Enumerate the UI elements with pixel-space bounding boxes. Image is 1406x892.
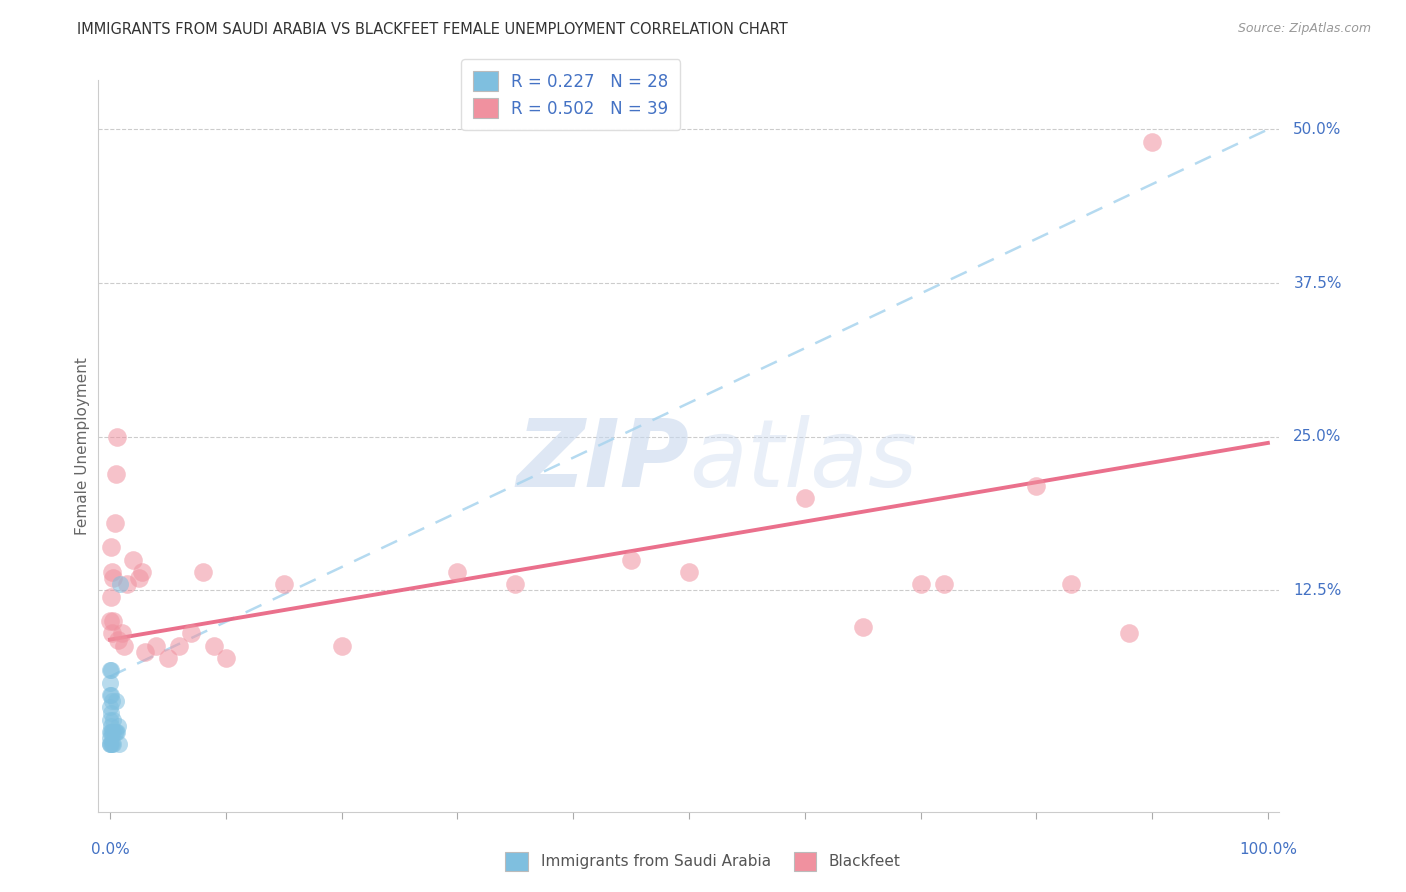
Point — [103, 571, 125, 585]
Point — [128, 571, 150, 585]
Text: Source: ZipAtlas.com: Source: ZipAtlas.com — [1237, 22, 1371, 36]
Point — [104, 724, 127, 739]
Point — [103, 713, 125, 727]
Text: atlas: atlas — [689, 415, 917, 506]
Point — [98, 700, 121, 714]
Point — [202, 639, 225, 653]
Point — [910, 577, 932, 591]
Point — [98, 713, 121, 727]
Point — [98, 614, 121, 628]
Point — [98, 737, 121, 751]
Point — [134, 645, 156, 659]
Point — [105, 724, 128, 739]
Point — [103, 614, 125, 628]
Point — [112, 639, 135, 653]
Point — [103, 724, 125, 739]
Point — [98, 688, 121, 702]
Text: 12.5%: 12.5% — [1294, 583, 1341, 598]
Point — [852, 620, 875, 634]
Point — [620, 552, 643, 566]
Point — [101, 724, 124, 739]
Point — [678, 565, 700, 579]
Point — [100, 688, 122, 702]
Point — [156, 651, 179, 665]
Point — [793, 491, 815, 506]
Point — [104, 724, 127, 739]
Point — [101, 694, 124, 708]
Text: 37.5%: 37.5% — [1294, 276, 1341, 291]
Text: ZIP: ZIP — [516, 415, 689, 507]
Point — [100, 664, 122, 678]
Point — [101, 737, 124, 751]
Point — [100, 724, 122, 739]
Point — [101, 565, 124, 579]
Point — [1060, 577, 1083, 591]
Point — [1140, 135, 1163, 149]
Point — [100, 541, 122, 555]
Y-axis label: Female Unemployment: Female Unemployment — [75, 357, 90, 535]
Point — [101, 626, 124, 640]
Point — [131, 565, 153, 579]
Text: 50.0%: 50.0% — [1294, 122, 1341, 137]
Point — [107, 632, 129, 647]
Point — [1118, 626, 1140, 640]
Point — [169, 639, 191, 653]
Point — [1025, 479, 1047, 493]
Point — [107, 719, 129, 733]
Point — [273, 577, 295, 591]
Legend: R = 0.227   N = 28, R = 0.502   N = 39: R = 0.227 N = 28, R = 0.502 N = 39 — [461, 60, 681, 130]
Point — [98, 675, 121, 690]
Point — [180, 626, 202, 640]
Text: 25.0%: 25.0% — [1294, 429, 1341, 444]
Point — [446, 565, 468, 579]
Point — [104, 467, 127, 481]
Point — [110, 626, 132, 640]
Point — [100, 590, 122, 604]
Point — [145, 639, 167, 653]
Point — [122, 552, 145, 566]
Point — [503, 577, 526, 591]
Text: 100.0%: 100.0% — [1239, 842, 1296, 857]
Point — [98, 737, 121, 751]
Point — [110, 577, 132, 591]
Point — [100, 706, 122, 721]
Point — [117, 577, 139, 591]
Point — [932, 577, 955, 591]
Point — [98, 664, 121, 678]
Point — [100, 719, 122, 733]
Point — [98, 724, 121, 739]
Text: IMMIGRANTS FROM SAUDI ARABIA VS BLACKFEET FEMALE UNEMPLOYMENT CORRELATION CHART: IMMIGRANTS FROM SAUDI ARABIA VS BLACKFEE… — [77, 22, 789, 37]
Text: 0.0%: 0.0% — [90, 842, 129, 857]
Legend: Immigrants from Saudi Arabia, Blackfeet: Immigrants from Saudi Arabia, Blackfeet — [496, 843, 910, 880]
Point — [330, 639, 353, 653]
Point — [100, 737, 122, 751]
Point — [215, 651, 238, 665]
Point — [191, 565, 214, 579]
Point — [98, 731, 121, 745]
Point — [104, 694, 127, 708]
Point — [104, 516, 127, 530]
Point — [108, 737, 131, 751]
Point — [103, 737, 125, 751]
Point — [105, 430, 128, 444]
